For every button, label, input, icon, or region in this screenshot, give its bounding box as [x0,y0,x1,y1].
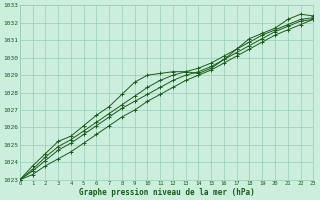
X-axis label: Graphe pression niveau de la mer (hPa): Graphe pression niveau de la mer (hPa) [79,188,254,197]
